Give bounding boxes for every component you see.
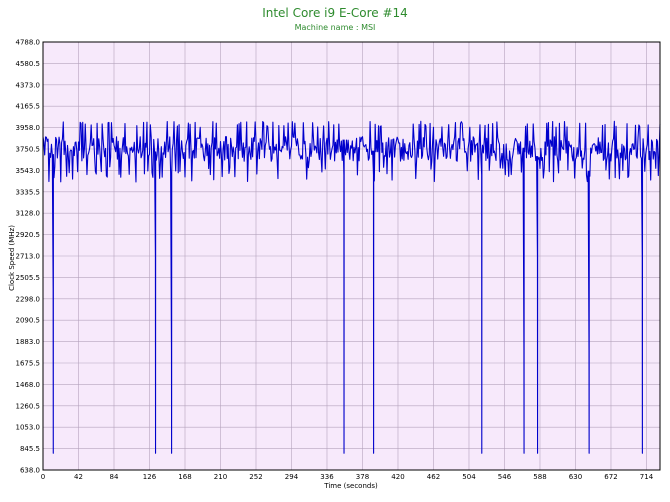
y-tick-label: 2505.5: [16, 274, 41, 282]
y-tick-label: 3128.0: [16, 210, 41, 218]
x-tick-label: 42: [74, 473, 83, 481]
x-tick-label: 630: [569, 473, 582, 481]
y-tick-label: 2090.5: [16, 317, 41, 325]
y-tick-label: 3543.0: [16, 167, 41, 175]
x-tick-label: 168: [178, 473, 191, 481]
x-tick-label: 672: [604, 473, 617, 481]
y-tick-label: 4165.5: [16, 103, 41, 111]
x-tick-labels: 0 42 84 126 168 210 252 294 336 378 420 462 504 546 58…: [41, 473, 654, 481]
x-tick-label: 294: [285, 473, 299, 481]
grid-lines: [42, 41, 660, 471]
y-tick-label: 4788.0: [16, 39, 41, 47]
x-tick-label: 714: [640, 473, 654, 481]
y-tick-label: 845.5: [20, 445, 40, 453]
x-tick-label: 84: [110, 473, 119, 481]
y-tick-label: 1468.0: [16, 381, 41, 389]
chart-title: Intel Core i9 E-Core #14: [262, 6, 408, 20]
y-tick-label: 4373.0: [16, 81, 41, 89]
y-tick-label: 3958.0: [16, 124, 41, 132]
y-tick-label: 2713.0: [16, 253, 41, 261]
x-tick-label: 588: [533, 473, 546, 481]
x-tick-label: 504: [462, 473, 476, 481]
x-tick-label: 252: [249, 473, 262, 481]
y-tick-label: 1260.5: [16, 402, 41, 410]
x-tick-label: 378: [356, 473, 369, 481]
y-tick-label: 2920.5: [16, 231, 41, 239]
y-axis-label: Clock Speed (MHz): [8, 225, 16, 291]
y-tick-label: 3750.5: [16, 146, 41, 154]
y-tick-label: 638.0: [20, 467, 40, 475]
x-tick-label: 462: [427, 473, 440, 481]
x-tick-label: 546: [498, 473, 512, 481]
y-tick-label: 3335.5: [16, 188, 41, 196]
x-axis-label: Time (seconds): [323, 482, 378, 490]
y-tick-label: 2298.0: [16, 295, 41, 303]
y-tick-label: 1053.0: [16, 424, 41, 432]
x-tick-label: 420: [391, 473, 404, 481]
x-tick-label: 210: [214, 473, 227, 481]
series-group: [42, 120, 661, 454]
x-tick-label: 336: [320, 473, 334, 481]
y-tick-labels: 4788.0 4580.5 4373.0 4165.5 3958.0 3750.5 3543…: [16, 39, 41, 475]
y-tick-label: 1675.5: [16, 360, 41, 368]
chart-subtitle: Machine name : MSI: [295, 23, 376, 32]
x-tick-label: 126: [143, 473, 157, 481]
y-tick-label: 4580.5: [16, 60, 41, 68]
x-tick-label: 0: [41, 473, 45, 481]
series-line-clock-speed: [42, 120, 661, 454]
y-tick-label: 1883.0: [16, 338, 41, 346]
plot-border: [42, 41, 661, 471]
